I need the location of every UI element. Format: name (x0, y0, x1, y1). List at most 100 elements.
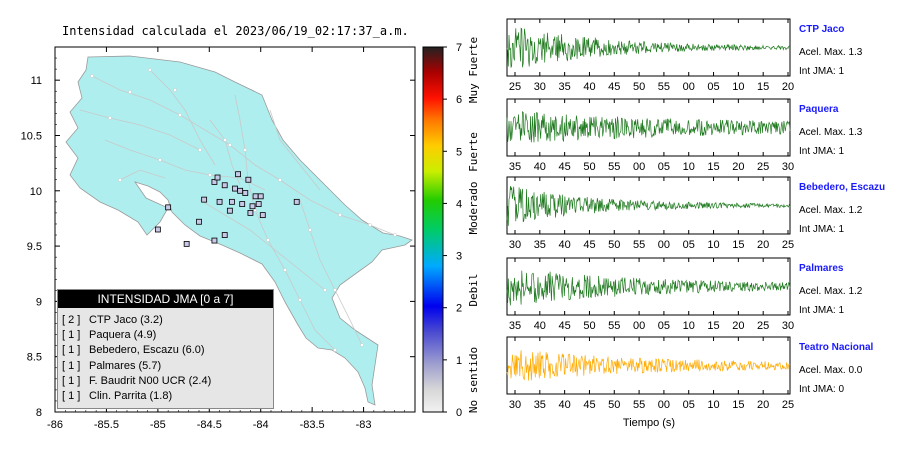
station-jma: Int JMA: 1 (799, 305, 845, 316)
waveform-tick-label: 40 (534, 161, 546, 173)
waveform-trace (506, 350, 791, 381)
waveform-tick-label: 15 (732, 239, 744, 251)
waveform-trace (506, 185, 791, 226)
colorbar-ticks: 0 1 2 3 4 5 6 7 (443, 42, 462, 419)
colorbar-tick-label: 5 (456, 146, 462, 158)
waveform-tick-label: 35 (509, 161, 521, 173)
waveform-trace (506, 27, 791, 68)
waveform-x-label: Tiempo (s) (623, 417, 675, 429)
waveform-tick-label: 25 (782, 239, 794, 251)
waveform-tick-label: 30 (782, 161, 794, 173)
waveform-tick-label: 10 (707, 399, 719, 411)
colorbar-tick-label: 1 (456, 355, 462, 367)
waveform-tick-label: 25 (509, 81, 521, 93)
legend-row: [ 1 ] Paquera (4.9) (62, 328, 273, 343)
waveform-tick-label: 10 (683, 161, 695, 173)
waveform-tick-label: 00 (633, 320, 645, 332)
legend-jma-value: [ 1 ] (62, 389, 81, 402)
map-frame (54, 46, 416, 413)
legend-title: INTENSIDAD JMA [0 a 7] (58, 290, 273, 308)
colorbar-category-label: Muy Fuerte (467, 37, 480, 103)
waveform-panel: 30 35 40 45 50 55 00 05 10 15 20 25 (506, 336, 794, 411)
land-costa-rica (65, 55, 413, 406)
waveform-tick-label: 15 (732, 399, 744, 411)
city-point (173, 88, 177, 92)
station-marker (221, 232, 228, 238)
waveform-tick-label: 40 (559, 399, 571, 411)
city-point (323, 288, 327, 292)
city-point (368, 223, 372, 227)
waveform-tick-label: 35 (534, 399, 546, 411)
waveform-tick-label: 55 (633, 239, 645, 251)
legend-jma-value: [ 1 ] (62, 344, 81, 357)
waveform-tick-label: 20 (757, 399, 769, 411)
station-name: Teatro Nacional (799, 342, 874, 353)
station-name: Bebedero, Escazu (799, 182, 886, 193)
waveform-tick-label: 20 (732, 161, 744, 173)
legend-list: [ 2 ] CTP Jaco (3.2)[ 1 ] Paquera (4.9)[ 1… (58, 308, 273, 404)
city-point (243, 148, 247, 152)
station-acceleration: Acel. Max. 1.3 (799, 127, 863, 138)
station-marker (232, 185, 238, 192)
legend-row: [ 2 ] CTP Jaco (3.2) (62, 313, 273, 328)
colorbar-tick-label: 2 (456, 303, 462, 315)
colorbar-category-label: No sentido (467, 347, 480, 413)
map-x-tick-label: -85 (150, 419, 166, 431)
city-point (198, 148, 202, 152)
waveform-panel: 25 30 35 40 45 50 55 00 05 10 15 20 (506, 18, 794, 93)
waveform-tick-label: 45 (559, 320, 571, 332)
waveform-tick-label: 40 (559, 239, 571, 251)
station-marker (249, 203, 256, 210)
station-marker (237, 187, 244, 194)
legend-station-name: CTP Jaco (3.2) (89, 314, 163, 326)
colorbar-tick-label: 0 (456, 407, 462, 419)
waveform-tick-label: 15 (707, 320, 719, 332)
waveform-tick-label: 50 (608, 239, 620, 251)
legend-station-name: F. Baudrit N00 UCR (2.4) (89, 374, 212, 387)
legend-station-name: Clin. Parrita (1.8) (89, 389, 173, 402)
waveform-tick-label: 25 (757, 320, 769, 332)
map-y-tick-label: 11 (31, 75, 42, 87)
waveform-tick-label: 10 (683, 320, 695, 332)
waveform-tick-label: 05 (683, 399, 695, 411)
waveform-tick-label: 00 (633, 161, 645, 173)
waveform-tick-label: 35 (509, 320, 521, 332)
waveform-tick-label: 50 (583, 320, 595, 332)
station-name: CTP Jaco (799, 24, 845, 35)
station-jma: Int JMA: 0 (799, 384, 845, 395)
waveform-tick-label: 00 (658, 399, 670, 411)
waveform-tick-label: 45 (583, 239, 595, 251)
station-marker (247, 210, 254, 216)
waveform-tick-label: 05 (683, 239, 695, 251)
station-marker (257, 193, 264, 200)
waveform-frame (506, 18, 791, 77)
station-marker (165, 204, 172, 211)
city-point (118, 178, 122, 182)
station-jma: Int JMA: 1 (799, 224, 845, 235)
legend-row: [ 1 ] Clin. Parrita (1.8) (62, 389, 273, 404)
colorbar-scale (422, 46, 444, 413)
waveform-tick-label: 30 (509, 239, 521, 251)
station-marker (235, 171, 241, 178)
waveform-tick-label: 35 (534, 239, 546, 251)
legend-station-name: Palmares (5.7) (89, 359, 162, 372)
waveform-tick-label: 45 (608, 81, 620, 93)
colorbar-labels: No sentido Debil Moderado Fuerte Muy Fuerte (467, 37, 480, 413)
colorbar-tick-label: 7 (456, 42, 462, 54)
city-point (158, 158, 162, 162)
station-marker (216, 198, 223, 205)
map-y-tick-label: 10 (30, 186, 42, 198)
station-acceleration: Acel. Max. 1.2 (799, 286, 863, 297)
legend-station-name: Paquera (4.9) (89, 329, 157, 342)
waveform-tick-label: 55 (608, 161, 620, 173)
waveform-trace (506, 270, 791, 306)
map-x-tick-label: -83.5 (300, 419, 325, 431)
station-marker (221, 182, 228, 189)
city-point (178, 113, 182, 117)
map-x-tick-label: -84.5 (197, 419, 222, 431)
station-marker (259, 212, 266, 219)
station-acceleration: Acel. Max. 1.3 (799, 47, 863, 58)
city-point (278, 178, 282, 182)
waveform-panels: 25 30 35 40 45 50 55 00 05 10 15 20 35 40 45 50 55 00 05 10… (506, 18, 794, 429)
station-jma: Int JMA: 1 (799, 146, 845, 157)
